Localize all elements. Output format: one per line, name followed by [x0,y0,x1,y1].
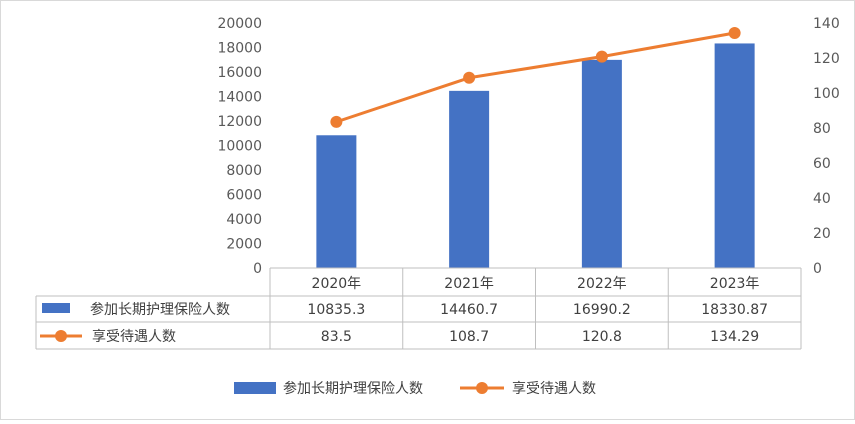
table-series-name-bar: 参加长期护理保险人数 [90,301,230,318]
bar [581,59,622,268]
y-left-tick-label: 16000 [217,65,262,81]
table-series-name-line: 享受待遇人数 [92,328,176,345]
y-right-tick-label: 140 [813,16,840,32]
bar-value-label: 14460.7 [440,302,498,318]
line-value-label: 134.29 [710,329,759,345]
line-series [330,26,741,128]
y-left-tick-label: 8000 [226,163,262,179]
y-left-tick-label: 10000 [217,139,262,155]
bar-value-label: 16990.2 [573,302,631,318]
bar-value-label: 10835.3 [307,302,365,318]
y-left-tick-label: 12000 [217,114,262,130]
category-label: 2023年 [710,276,760,292]
line-point [595,50,608,63]
table-line-key-marker [55,330,67,342]
legend-line-marker [476,382,488,394]
line-point [330,115,343,128]
bar [449,90,490,269]
category-label: 2020年 [312,276,362,292]
y-right-tick-label: 80 [813,121,831,137]
line-value-label: 108.7 [449,329,489,345]
bar-series [316,43,755,269]
y-left-tick-label: 0 [253,261,262,277]
category-label: 2021年 [444,276,494,292]
y-right-tick-label: 120 [813,51,840,67]
y-left-tick-label: 14000 [217,90,262,106]
series-line [335,31,735,124]
y-right-tick-label: 0 [813,261,822,277]
bar [316,135,357,268]
y-left-tick-label: 6000 [226,188,262,204]
line-value-label: 120.8 [582,329,622,345]
line-value-label: 83.5 [321,329,352,345]
y-left-tick-label: 4000 [226,212,262,228]
line-point [728,26,741,39]
y-left-tick-label: 2000 [226,237,262,253]
legend-bar-label: 参加长期护理保险人数 [283,380,423,397]
bar [714,43,755,269]
category-label: 2022年 [577,276,627,292]
y-right-tick-label: 40 [813,191,831,207]
legend-line-label: 享受待遇人数 [512,380,596,397]
axes: 0 2000 4000 6000 8000 10000 12000 14000 16000 180… [217,16,839,277]
y-right-tick-label: 20 [813,226,831,242]
bar-value-label: 18330.87 [701,302,768,318]
y-left-tick-label: 18000 [217,41,262,57]
table-bar-key [42,303,70,313]
y-right-tick-label: 60 [813,156,831,172]
legend: 参加长期护理保险人数 享受待遇人数 [234,380,596,397]
y-right-tick-label: 100 [813,86,840,102]
y-left-tick-label: 20000 [217,16,262,32]
legend-bar-swatch [234,382,276,394]
line-point [463,71,476,84]
